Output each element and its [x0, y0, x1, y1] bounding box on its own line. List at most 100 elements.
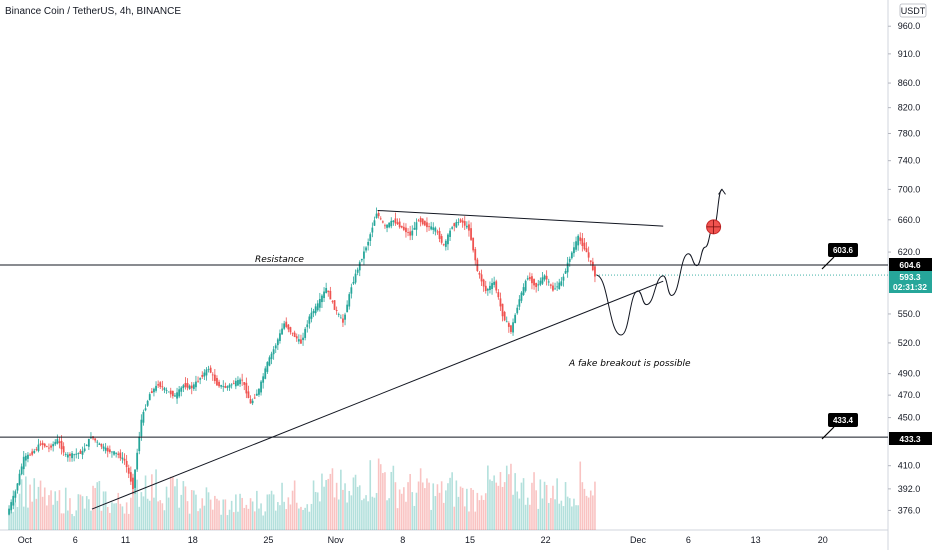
x-tick-label-0: Oct — [18, 535, 33, 545]
volume-bar — [130, 497, 132, 530]
volume-bar — [94, 488, 96, 530]
candle-body — [64, 454, 67, 456]
candle-body — [20, 466, 23, 475]
volume-bar — [180, 494, 183, 530]
candle-body — [90, 437, 92, 439]
volume-bar — [140, 492, 143, 530]
volume-bar — [102, 491, 105, 530]
candle-body — [50, 445, 52, 448]
volume-bar — [514, 473, 516, 530]
volume-bar — [539, 479, 542, 530]
volume-bar — [174, 486, 176, 530]
volume-bar — [56, 500, 59, 530]
candle-body — [365, 247, 367, 251]
candle-body — [423, 221, 426, 226]
volume-bar — [535, 490, 537, 530]
volume-bar — [167, 497, 170, 530]
candle-body — [318, 298, 321, 308]
candle-body — [241, 379, 244, 381]
volume-bar — [159, 500, 162, 530]
candle-body — [419, 218, 422, 223]
candle-body — [207, 369, 210, 370]
candle-body — [556, 286, 559, 288]
candle-body — [400, 225, 403, 228]
volume-bar — [398, 489, 401, 530]
candle-body — [98, 443, 101, 445]
volume-bar — [499, 472, 502, 530]
candle-body — [470, 228, 472, 240]
volume-bar — [69, 498, 71, 530]
currency-badge[interactable] — [899, 3, 927, 18]
candle-body — [570, 252, 573, 259]
volume-bar — [449, 477, 451, 530]
volume-bar — [394, 482, 397, 530]
candle-body — [262, 376, 265, 383]
candle-body — [587, 252, 590, 258]
volume-bar — [25, 476, 27, 530]
candle-body — [304, 328, 307, 338]
volume-bar — [188, 513, 191, 530]
volume-bar — [92, 485, 94, 530]
volume-bar — [184, 486, 187, 530]
volume-bar — [115, 503, 117, 530]
volume-bar — [505, 465, 508, 530]
volume-bar — [144, 475, 147, 530]
descending-trendline — [377, 209, 664, 227]
candle-body — [276, 339, 279, 346]
volume-bar — [163, 510, 166, 530]
candle-body — [264, 368, 267, 379]
volume-bar — [495, 482, 498, 530]
candle-body — [417, 220, 420, 222]
candle-body — [96, 441, 99, 443]
candle-body — [85, 445, 88, 446]
volume-bar — [403, 487, 405, 530]
x-tick-label-1: 6 — [73, 535, 78, 545]
candle-body — [384, 225, 386, 227]
candle-body — [451, 227, 454, 229]
candle-body — [415, 222, 418, 230]
volume-bar — [41, 496, 44, 530]
volume-bar — [214, 495, 216, 530]
volume-bar — [316, 492, 319, 530]
candle-body — [314, 306, 317, 314]
fake-breakout-annotation: A fake breakout is possible — [568, 359, 691, 369]
candle-body — [463, 221, 466, 226]
volume-bar — [243, 507, 246, 530]
candle-body — [585, 248, 588, 253]
volume-bar — [396, 508, 399, 530]
candle-body — [535, 282, 538, 288]
candle-body — [142, 411, 145, 423]
volume-bar — [12, 511, 15, 530]
candle-body — [371, 227, 374, 233]
volume-bar — [575, 505, 577, 530]
volume-bar — [190, 490, 193, 530]
volume-bar — [304, 507, 306, 530]
volume-bar — [277, 502, 279, 530]
volume-bar — [533, 472, 535, 530]
volume-bar — [251, 501, 254, 530]
candle-body — [489, 285, 491, 291]
candle-body — [323, 291, 325, 299]
candle-body — [543, 275, 546, 280]
candle-body — [165, 389, 168, 391]
candle-body — [526, 278, 529, 280]
resistance-axis-tag — [889, 258, 932, 271]
candle-body — [447, 234, 449, 245]
volume-bar — [411, 492, 414, 530]
volume-bar — [585, 495, 588, 530]
x-tick-label-4: 25 — [263, 535, 273, 545]
y-tick-label-3: 820.0 — [898, 103, 921, 113]
candlesticks — [8, 207, 596, 516]
candle-body — [37, 444, 40, 451]
volume-bar — [436, 484, 439, 530]
volume-bar — [325, 480, 327, 530]
candle-body — [468, 224, 470, 231]
candle-body — [516, 307, 519, 314]
candle-body — [35, 449, 38, 450]
volume-bar — [48, 495, 50, 530]
candle-body — [113, 451, 115, 455]
volume-bar — [474, 511, 477, 530]
volume-bar — [312, 480, 315, 530]
candle-body — [291, 332, 294, 334]
